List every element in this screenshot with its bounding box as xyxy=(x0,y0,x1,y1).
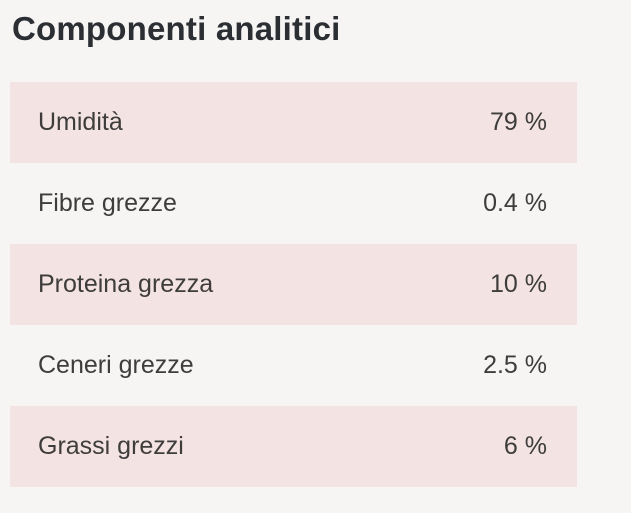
section-title: Componenti analitici xyxy=(12,10,341,47)
component-value: 79 % xyxy=(490,108,547,136)
component-label: Umidità xyxy=(38,108,123,136)
table-row: Proteina grezza 10 % xyxy=(10,244,577,325)
component-label: Fibre grezze xyxy=(38,189,177,217)
component-label: Grassi grezzi xyxy=(38,432,184,460)
component-label: Proteina grezza xyxy=(38,270,214,298)
table-row: Grassi grezzi 6 % xyxy=(10,406,577,487)
table-row: Ceneri grezze 2.5 % xyxy=(10,325,577,406)
component-label: Ceneri grezze xyxy=(38,351,194,379)
table-row: Fibre grezze 0.4 % xyxy=(10,163,577,244)
component-value: 10 % xyxy=(490,270,547,298)
analytical-components-table: Umidità 79 % Fibre grezze 0.4 % Proteina… xyxy=(10,82,577,487)
component-value: 2.5 % xyxy=(483,351,547,379)
component-value: 6 % xyxy=(503,432,547,460)
component-value: 0.4 % xyxy=(483,189,547,217)
table-row: Umidità 79 % xyxy=(10,82,577,163)
